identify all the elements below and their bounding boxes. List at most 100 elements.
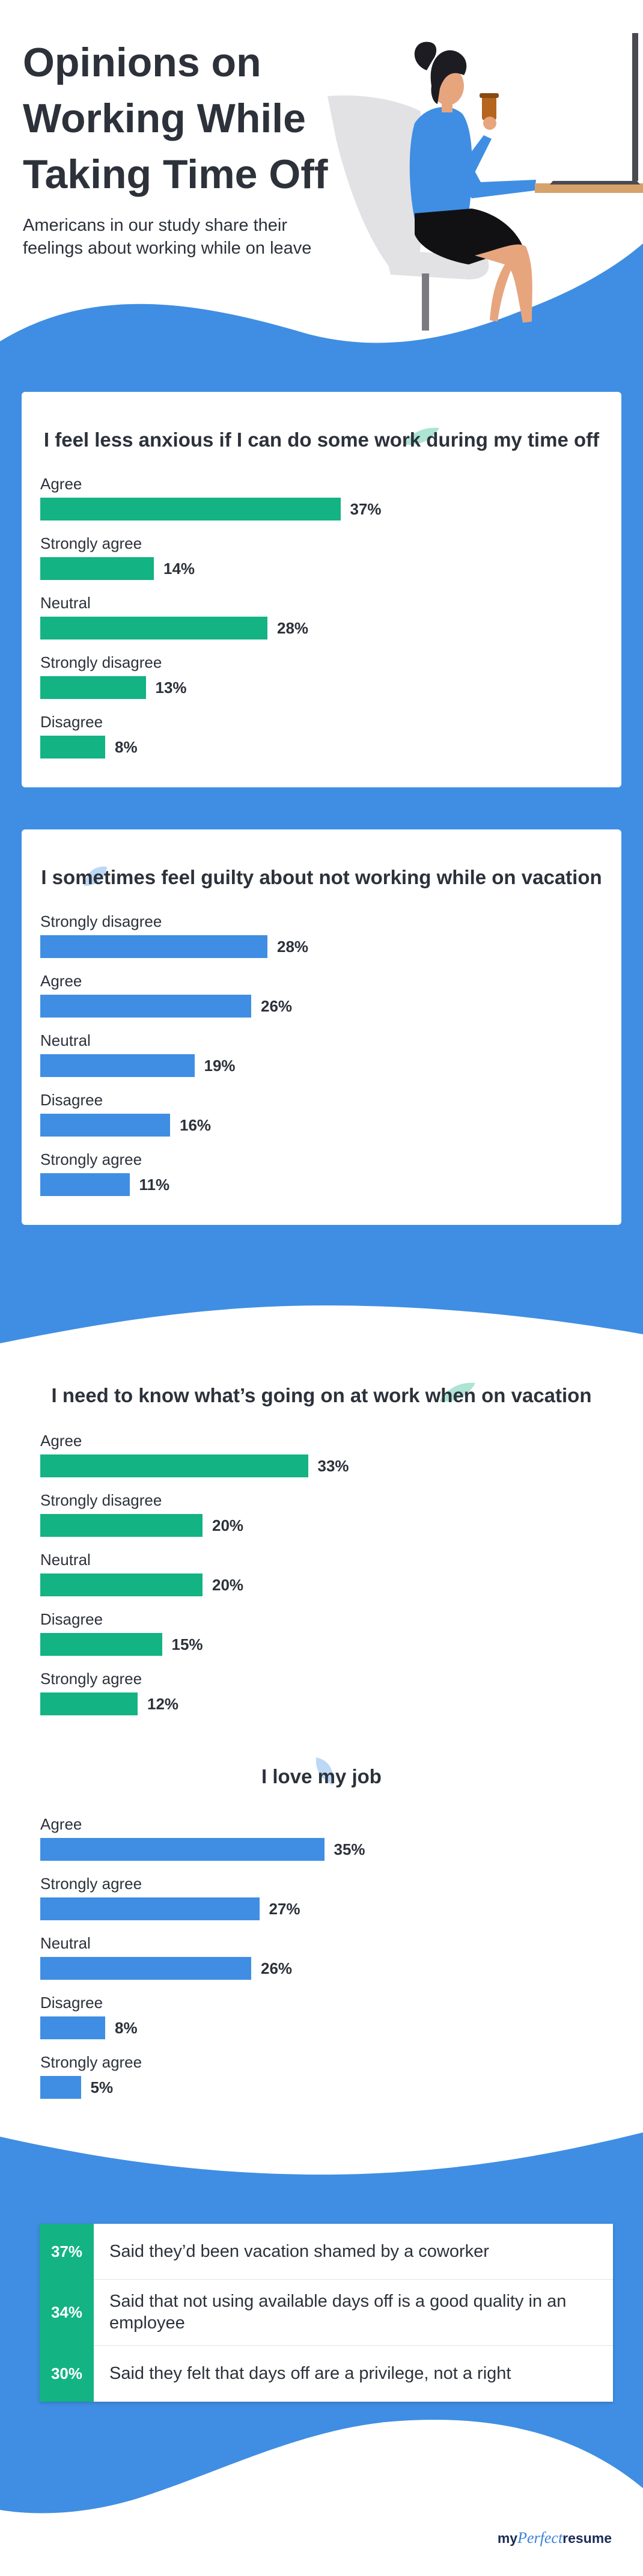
bar bbox=[40, 1692, 138, 1715]
bar bbox=[40, 995, 251, 1018]
logo-perfect: Perfect bbox=[517, 2529, 563, 2547]
bar-value-label: 20% bbox=[212, 1516, 244, 1534]
bar bbox=[40, 736, 105, 758]
bar-value-label: 5% bbox=[90, 2078, 114, 2096]
chart-card-3: I need to know what’s going on at work w… bbox=[22, 1354, 621, 1738]
legs bbox=[475, 244, 532, 323]
title-highlight-leaf bbox=[84, 866, 107, 886]
stats-table: 37% Said they’d been vacation shamed by … bbox=[40, 2224, 613, 2402]
stat-text: Said that not using available days off i… bbox=[109, 2292, 567, 2333]
woman-working-illustration bbox=[328, 33, 643, 331]
bar-value-label: 13% bbox=[155, 679, 187, 697]
bar-category-label: Disagree bbox=[40, 713, 103, 731]
bar-value-label: 20% bbox=[212, 1576, 244, 1594]
bar bbox=[40, 676, 146, 699]
bar-category-label: Agree bbox=[40, 1815, 82, 1833]
desk bbox=[535, 183, 643, 193]
bar-category-label: Strongly agree bbox=[40, 1670, 142, 1688]
stat-percent: 34% bbox=[40, 2279, 94, 2345]
bar-value-label: 14% bbox=[163, 560, 195, 578]
bar-value-label: 19% bbox=[204, 1057, 236, 1075]
bar bbox=[40, 1114, 170, 1137]
bar bbox=[40, 1957, 251, 1980]
bar bbox=[40, 1514, 203, 1537]
bar-category-label: Disagree bbox=[40, 1610, 103, 1628]
chart-card-2: I sometimes feel guilty about not workin… bbox=[22, 829, 621, 1225]
chart-title: I love my job bbox=[261, 1765, 382, 1787]
bar-category-label: Neutral bbox=[40, 594, 91, 612]
laptop bbox=[550, 181, 640, 185]
page-title: Opinions on Working While Taking Time Of… bbox=[23, 35, 335, 203]
bar-category-label: Strongly agree bbox=[40, 534, 142, 552]
bar bbox=[40, 1454, 308, 1477]
bar-category-label: Strongly disagree bbox=[40, 912, 162, 930]
bar bbox=[40, 557, 154, 580]
stat-row: 34% Said that not using available days o… bbox=[40, 2279, 613, 2346]
bar-category-label: Agree bbox=[40, 1432, 82, 1450]
bar-value-label: 27% bbox=[269, 1900, 300, 1918]
title-highlight-leaf bbox=[315, 1757, 334, 1785]
title-line-1: Opinions on bbox=[23, 40, 261, 85]
coffee-cup bbox=[482, 96, 496, 120]
title-highlight-leaf bbox=[403, 427, 439, 445]
logo-my: my bbox=[497, 2530, 518, 2546]
bar bbox=[40, 2016, 105, 2039]
bar-value-label: 28% bbox=[277, 619, 309, 637]
hair bbox=[430, 50, 467, 104]
brand-logo[interactable]: myPerfectresume bbox=[498, 2529, 612, 2547]
bar-category-label: Strongly agree bbox=[40, 1875, 142, 1893]
chart-card-4: I love my job Agree 35% Strongly agree 27% N… bbox=[22, 1743, 621, 2116]
bar-value-label: 26% bbox=[261, 997, 293, 1015]
bar-category-label: Neutral bbox=[40, 1934, 91, 1952]
bar bbox=[40, 1838, 325, 1861]
logo-resume: resume bbox=[562, 2530, 612, 2546]
shirt bbox=[409, 107, 472, 219]
stat-percent: 30% bbox=[40, 2345, 94, 2402]
bar-value-label: 28% bbox=[277, 938, 309, 956]
bar-value-label: 8% bbox=[115, 2019, 138, 2037]
stat-text: Said they’d been vacation shamed by a co… bbox=[109, 2242, 489, 2261]
bar-category-label: Neutral bbox=[40, 1031, 91, 1049]
stat-row: 30% Said they felt that days off are a p… bbox=[40, 2345, 613, 2402]
bar bbox=[40, 2076, 81, 2099]
chair-leg bbox=[422, 273, 429, 331]
bar-value-label: 33% bbox=[317, 1457, 349, 1475]
bar bbox=[40, 1173, 130, 1196]
bar bbox=[40, 1573, 203, 1596]
bar-value-label: 37% bbox=[350, 500, 382, 518]
bar-category-label: Strongly agree bbox=[40, 1150, 142, 1168]
chart-title: I sometimes feel guilty about not workin… bbox=[41, 866, 602, 888]
stat-percent: 37% bbox=[40, 2224, 94, 2279]
chart-card-1: I feel less anxious if I can do some wor… bbox=[22, 392, 621, 787]
stat-row: 37% Said they’d been vacation shamed by … bbox=[40, 2224, 613, 2280]
bar bbox=[40, 498, 341, 520]
page-subtitle: Americans in our study share their feeli… bbox=[23, 216, 312, 258]
bar bbox=[40, 1633, 162, 1656]
bar-category-label: Strongly disagree bbox=[40, 653, 162, 671]
bar-value-label: 35% bbox=[334, 1840, 365, 1858]
bar-category-label: Disagree bbox=[40, 1994, 103, 2012]
bar-category-label: Strongly agree bbox=[40, 2053, 142, 2071]
coffee-arm bbox=[437, 117, 492, 172]
bar-category-label: Neutral bbox=[40, 1551, 91, 1569]
bar-value-label: 12% bbox=[147, 1695, 179, 1713]
chart-title: I need to know what’s going on at work w… bbox=[51, 1384, 592, 1406]
bar-value-label: 16% bbox=[180, 1116, 212, 1134]
bar bbox=[40, 617, 267, 639]
bar-category-label: Disagree bbox=[40, 1091, 103, 1109]
bar-category-label: Agree bbox=[40, 475, 82, 493]
bar-value-label: 15% bbox=[171, 1635, 203, 1653]
title-highlight-leaf bbox=[439, 1382, 475, 1402]
chair-back bbox=[328, 95, 421, 270]
stat-text: Said they felt that days off are a privi… bbox=[109, 2364, 511, 2383]
bar bbox=[40, 1897, 260, 1920]
bar-category-label: Strongly disagree bbox=[40, 1491, 162, 1509]
title-line-2: Working While bbox=[23, 96, 306, 141]
bar bbox=[40, 1054, 195, 1077]
bar bbox=[40, 935, 267, 958]
chart-title: I feel less anxious if I can do some wor… bbox=[43, 429, 600, 451]
bar-value-label: 26% bbox=[261, 1959, 293, 1977]
title-line-3: Taking Time Off bbox=[23, 151, 328, 197]
bar-value-label: 11% bbox=[139, 1176, 170, 1194]
